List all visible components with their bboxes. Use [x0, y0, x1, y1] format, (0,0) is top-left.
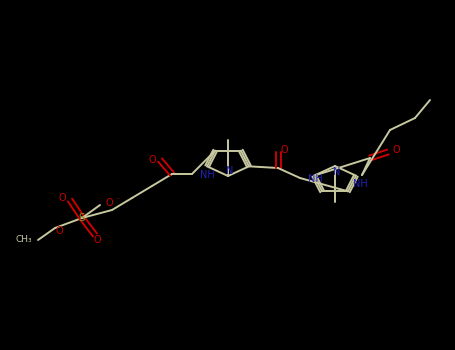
- Text: O: O: [55, 226, 63, 236]
- Text: NH: NH: [308, 174, 323, 184]
- Text: N: N: [226, 166, 234, 176]
- Text: CH₃: CH₃: [15, 236, 32, 245]
- Text: NH: NH: [353, 179, 367, 189]
- Text: O: O: [93, 235, 101, 245]
- Text: O: O: [148, 155, 156, 165]
- Text: NH: NH: [200, 170, 215, 180]
- Text: O: O: [105, 198, 113, 208]
- Text: ⁻: ⁻: [115, 196, 119, 204]
- Text: O: O: [392, 145, 400, 155]
- Text: O: O: [58, 193, 66, 203]
- Text: N: N: [334, 167, 341, 177]
- Text: O: O: [280, 145, 288, 155]
- Text: S: S: [79, 213, 86, 223]
